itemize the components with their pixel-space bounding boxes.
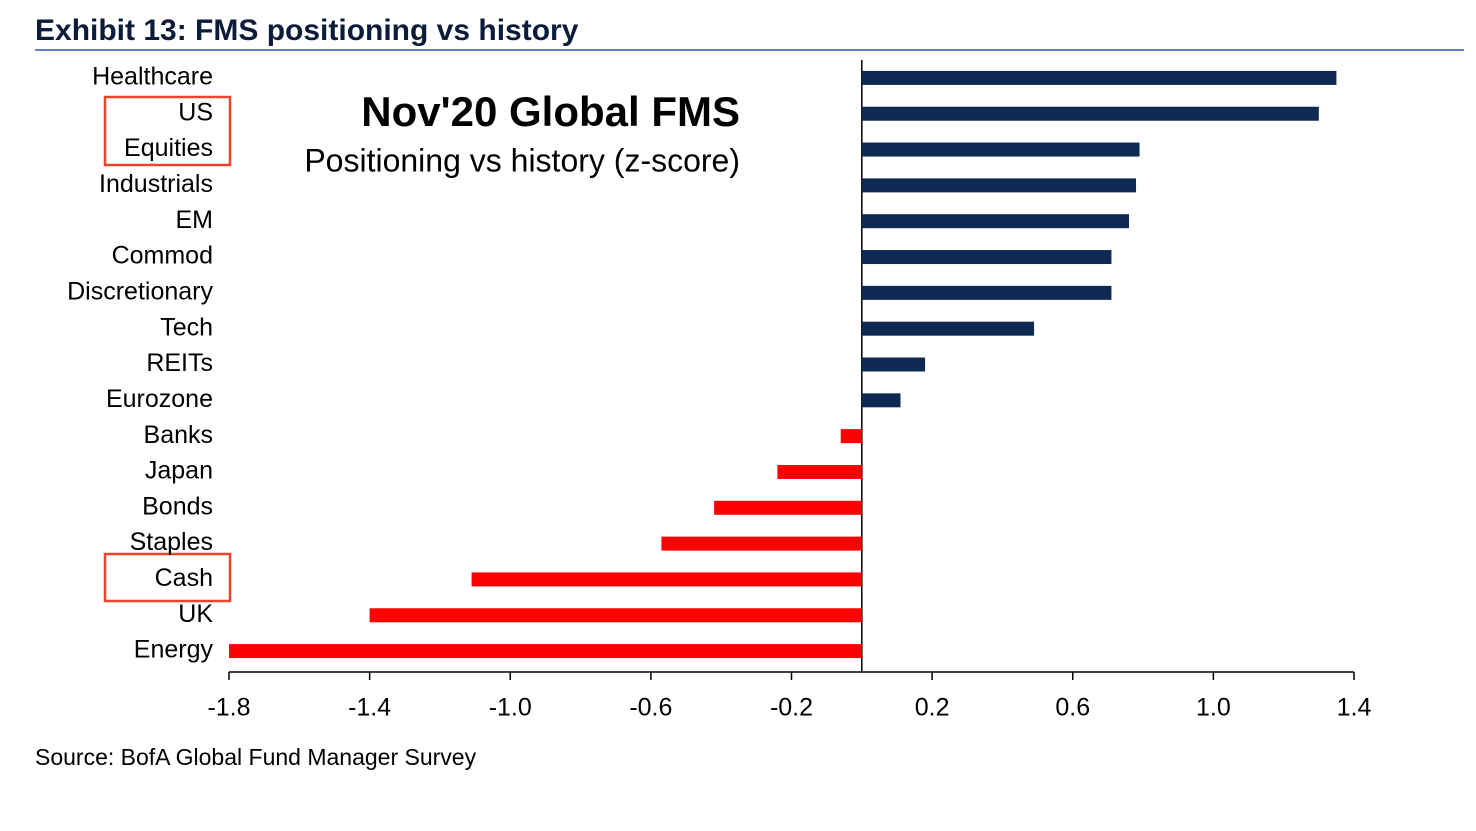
bar: [861, 393, 901, 408]
bar: [369, 608, 862, 623]
bar: [861, 214, 1129, 229]
bar: [229, 644, 862, 659]
x-tick-label: 0.2: [915, 694, 950, 722]
x-tick-label: 0.6: [1055, 694, 1090, 722]
x-tick-label: -1.0: [489, 694, 532, 722]
bar: [861, 250, 1112, 265]
y-tick-label: Industrials: [99, 170, 213, 198]
bar: [471, 572, 862, 587]
x-tick-label: 1.4: [1337, 694, 1372, 722]
y-tick-label: Commod: [112, 242, 213, 270]
y-tick-label: Staples: [130, 528, 213, 556]
bar: [861, 106, 1319, 121]
bar: [661, 536, 862, 551]
y-tick-label: Cash: [155, 564, 213, 592]
bar: [861, 178, 1137, 193]
y-tick-label: Japan: [145, 457, 213, 485]
bar: [777, 464, 862, 479]
bar: [861, 285, 1112, 300]
plot-title: Nov'20 Global FMS: [361, 88, 740, 135]
y-tick-label: Energy: [134, 636, 214, 664]
y-tick-label: UK: [178, 600, 213, 628]
y-tick-label: EM: [176, 206, 214, 234]
y-tick-label: Banks: [144, 421, 213, 449]
x-tick-label: 1.0: [1196, 694, 1231, 722]
y-tick-label: Tech: [160, 313, 213, 341]
y-tick-label: Eurozone: [106, 385, 213, 413]
bar: [861, 357, 926, 372]
y-tick-label: US: [178, 98, 213, 126]
bar: [861, 70, 1337, 85]
plot-subtitle: Positioning vs history (z-score): [304, 142, 740, 178]
bar: [861, 321, 1035, 336]
bar: [861, 142, 1140, 157]
source-note: Source: BofA Global Fund Manager Survey: [35, 744, 477, 770]
y-tick-label: Healthcare: [92, 63, 213, 91]
bar: [840, 429, 862, 444]
y-tick-label: Equities: [124, 134, 213, 162]
highlight-box: [103, 95, 232, 167]
y-tick-label: REITs: [146, 349, 213, 377]
highlight-box: [103, 552, 232, 603]
chart-title: Exhibit 13: FMS positioning vs history: [35, 14, 579, 47]
y-tick-label: Bonds: [142, 492, 213, 520]
x-tick-label: -0.2: [770, 694, 813, 722]
x-tick-label: -0.6: [629, 694, 672, 722]
y-tick-label: Discretionary: [67, 277, 213, 305]
x-tick-label: -1.8: [207, 694, 250, 722]
x-tick-label: -1.4: [348, 694, 391, 722]
bar: [714, 500, 862, 515]
